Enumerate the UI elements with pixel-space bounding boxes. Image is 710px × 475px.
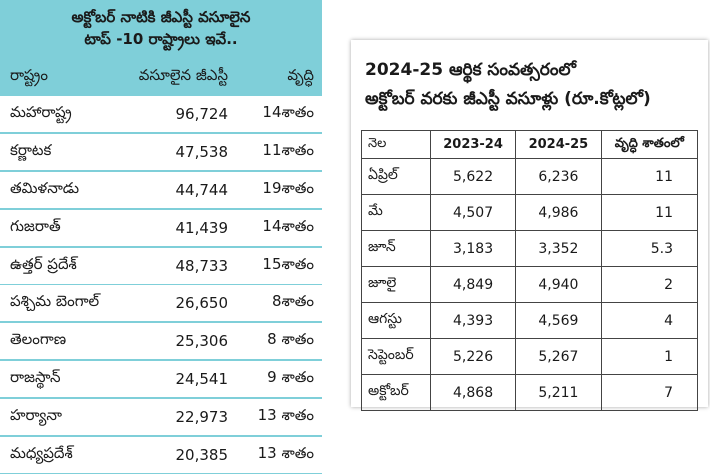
gst-value: 48,733: [175, 256, 229, 275]
growth-percent: 11: [600, 194, 699, 231]
top-states-title-line2: టాప్ -10 రాష్ట్రాలు ఇవే..: [84, 30, 238, 48]
growth-value: 13 శాతం: [257, 406, 314, 425]
value-2024-25: 4,986: [515, 194, 602, 231]
header-growth-percent: వృద్ధి శాతంలో: [600, 130, 699, 159]
table-row: మధ్యప్రదేశ్ 20,385 13 శాతం: [0, 437, 322, 475]
top-states-rows: మహారాష్ట్ర 96,724 14శాతం కర్ణాటక 47,538 11శా…: [0, 96, 322, 475]
table-row: మే 4,507 4,986 11: [361, 194, 699, 231]
gst-value: 25,306: [175, 332, 229, 351]
table-row: కర్ణాటక 47,538 11శాతం: [0, 133, 322, 171]
monthly-gst-title: 2024-25 ఆర్థిక సంవత్సరంలో అక్టోబర్ వరకు …: [351, 40, 708, 130]
value-2024-25: 5,267: [515, 338, 602, 375]
growth-percent: 11: [600, 158, 699, 195]
table-row: ఉత్తర్ ప్రదేశ్ 48,733 15శాతం: [0, 247, 322, 285]
gst-value: 44,744: [175, 180, 229, 199]
table-row: జూలై 4,849 4,940 2: [361, 266, 699, 303]
value-2023-24: 5,226: [429, 338, 517, 375]
gst-value: 20,385: [175, 446, 229, 465]
table-row: హర్యానా 22,973 13 శాతం: [0, 399, 322, 437]
table-row: పశ్చిమ బెంగాల్ 26,650 8శాతం: [0, 285, 322, 323]
growth-value: 9 శాతం: [267, 368, 314, 387]
month-name: మే: [361, 194, 431, 231]
growth-value: 15శాతం: [262, 254, 314, 273]
table-row: తమిళనాడు 44,744 19శాతం: [0, 171, 322, 209]
growth-value: 19శాతం: [262, 178, 314, 197]
header-gst-collected: వసూలైన జీఎస్టీ: [138, 66, 228, 84]
value-2024-25: 4,940: [515, 266, 602, 303]
growth-percent: 7: [600, 374, 699, 411]
state-name: కర్ణాటక: [10, 140, 52, 159]
value-2023-24: 4,507: [429, 194, 517, 231]
table-row: తెలంగాణ 25,306 8 శాతం: [0, 323, 322, 361]
monthly-gst-panel: 2024-25 ఆర్థిక సంవత్సరంలో అక్టోబర్ వరకు …: [351, 40, 708, 411]
value-2024-25: 3,352: [515, 230, 602, 267]
state-name: తమిళనాడు: [10, 178, 80, 197]
growth-value: 8 శాతం: [267, 330, 314, 349]
gst-value: 24,541: [175, 370, 229, 389]
month-name: జూలై: [361, 266, 431, 303]
table-row: అక్టోబర్ 4,868 5,211 7: [361, 374, 699, 411]
monthly-header-row: నెల 2023-24 2024-25 వృద్ధి శాతంలో: [361, 130, 699, 159]
value-2023-24: 3,183: [429, 230, 517, 267]
state-name: హర్యానా: [10, 406, 63, 425]
header-2023-24: 2023-24: [429, 130, 517, 159]
state-name: పశ్చిమ బెంగాల్: [10, 292, 100, 311]
gst-value: 41,439: [175, 218, 229, 237]
gst-value: 96,724: [175, 105, 229, 123]
header-month: నెల: [361, 130, 431, 159]
growth-percent: 4: [600, 302, 699, 339]
state-name: తెలంగాణ: [10, 330, 67, 349]
table-row: సెప్టెంబర్ 5,226 5,267 1: [361, 338, 699, 375]
month-name: జూన్: [361, 230, 431, 267]
value-2024-25: 4,569: [515, 302, 602, 339]
growth-value: 11శాతం: [262, 140, 314, 159]
table-row: ఏప్రిల్ 5,622 6,236 11: [361, 158, 699, 195]
table-row: మహారాష్ట్ర 96,724 14శాతం: [0, 96, 322, 133]
growth-percent: 2: [600, 266, 699, 303]
value-2023-24: 4,868: [429, 374, 517, 411]
value-2024-25: 5,211: [515, 374, 602, 411]
value-2024-25: 6,236: [515, 158, 602, 195]
table-row: గుజరాత్ 41,439 14శాతం: [0, 209, 322, 247]
month-name: ఆగస్టు: [361, 302, 431, 339]
state-name: మధ్యప్రదేశ్: [10, 444, 73, 463]
value-2023-24: 4,849: [429, 266, 517, 303]
header-growth: వృద్ధి: [287, 66, 314, 84]
table-row: రాజస్థాన్ 24,541 9 శాతం: [0, 361, 322, 399]
gst-value: 47,538: [175, 142, 229, 161]
growth-value: 8శాతం: [271, 292, 314, 311]
month-name: సెప్టెంబర్: [361, 338, 431, 375]
state-name: మహారాష్ట్ర: [10, 103, 72, 121]
state-name: రాజస్థాన్: [10, 368, 61, 387]
header-2024-25: 2024-25: [515, 130, 602, 159]
gst-value: 26,650: [175, 294, 229, 313]
table-row: జూన్ 3,183 3,352 5.3: [361, 230, 699, 267]
month-name: ఏప్రిల్: [361, 158, 431, 195]
value-2023-24: 5,622: [429, 158, 517, 195]
table-row: ఆగస్టు 4,393 4,569 4: [361, 302, 699, 339]
monthly-gst-table: నెల 2023-24 2024-25 వృద్ధి శాతంలో ఏప్రిల…: [361, 130, 699, 411]
gst-value: 22,973: [175, 408, 229, 427]
top-states-gst-panel: అక్టోబర్ నాటికి జీఎస్టీ వసూలైన టాప్ -10 …: [0, 0, 322, 475]
value-2023-24: 4,393: [429, 302, 517, 339]
growth-percent: 5.3: [600, 230, 699, 267]
top-states-header-row: రాష్ట్రం వసూలైన జీఎస్టీ వృద్ధి: [0, 58, 322, 96]
month-name: అక్టోబర్: [361, 374, 431, 411]
top-states-title: అక్టోబర్ నాటికి జీఎస్టీ వసూలైన టాప్ -10 …: [0, 0, 322, 58]
top-states-title-line1: అక్టోబర్ నాటికి జీఎస్టీ వసూలైన: [71, 8, 251, 26]
state-name: గుజరాత్: [10, 216, 61, 235]
growth-value: 14శాతం: [262, 103, 314, 121]
header-state: రాష్ట్రం: [10, 66, 48, 84]
monthly-gst-title-line1: 2024-25 ఆర్థిక సంవత్సరంలో: [365, 60, 576, 80]
growth-value: 13 శాతం: [257, 444, 314, 463]
growth-percent: 1: [600, 338, 699, 375]
growth-value: 14శాతం: [262, 216, 314, 235]
state-name: ఉత్తర్ ప్రదేశ్: [10, 254, 77, 273]
monthly-gst-title-line2: అక్టోబర్ వరకు జీఎస్టీ వసూళ్లు (రూ.కోట్లల…: [365, 89, 651, 109]
